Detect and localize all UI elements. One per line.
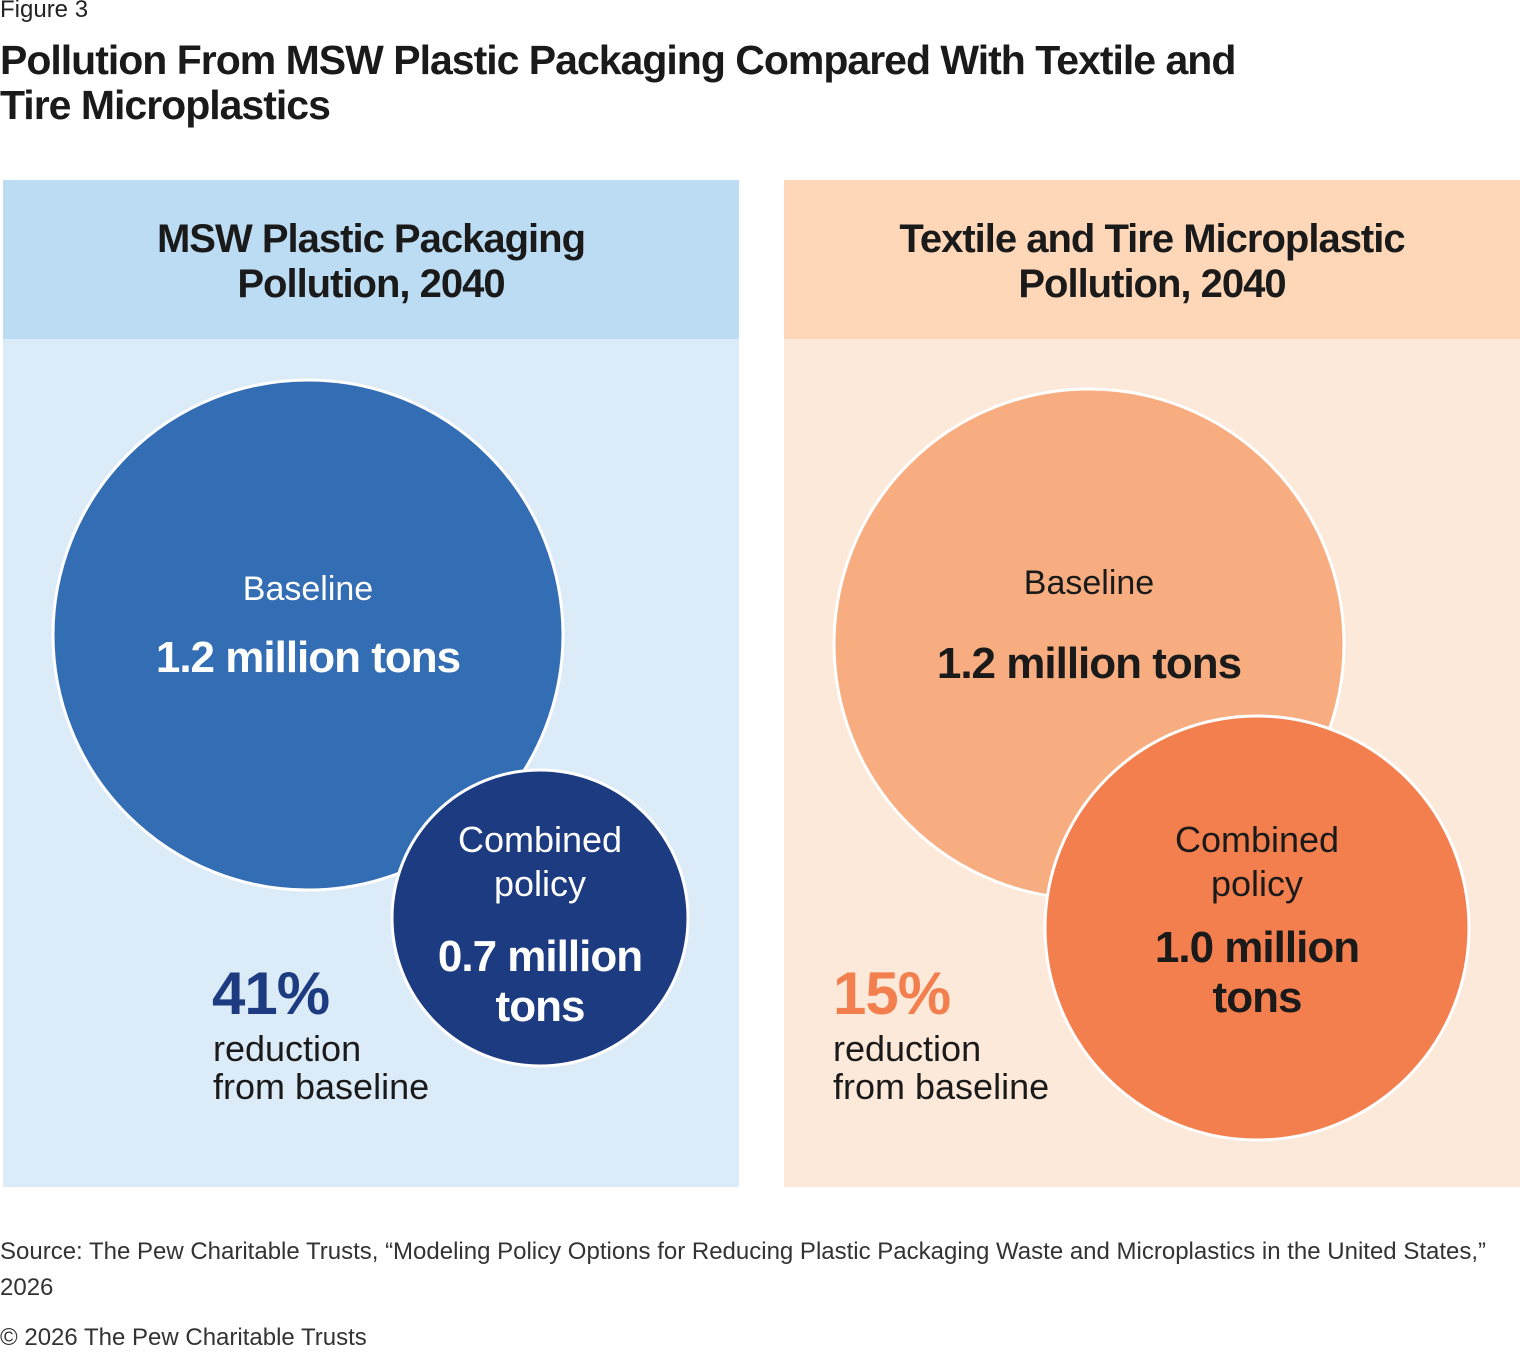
panel-textile-tire: Textile and Tire Microplastic Pollution,…	[784, 180, 1520, 1187]
textile-policy-value-line2: tons	[1213, 973, 1302, 1022]
msw-policy-value-line2: tons	[496, 982, 585, 1031]
figure-label: Figure 3	[0, 0, 89, 23]
panel-textile-title: Textile and Tire Microplastic Pollution,…	[899, 216, 1405, 306]
textile-bubble-chart: Baseline 1.2 million tons Combined polic…	[832, 387, 1471, 1142]
figure-title: Pollution From MSW Plastic Packaging Com…	[0, 37, 1236, 128]
textile-baseline-label: Baseline	[1024, 564, 1154, 602]
textile-policy-value-line1: 1.0 million	[1155, 923, 1359, 972]
textile-reduction-percent: 15%	[833, 960, 951, 1027]
textile-baseline-value: 1.2 million tons	[937, 639, 1241, 688]
msw-baseline-label: Baseline	[243, 570, 373, 608]
msw-bubble-chart: Baseline 1.2 million tons Combined polic…	[51, 378, 690, 1068]
msw-reduction-percent: 41%	[212, 960, 330, 1027]
msw-baseline-value: 1.2 million tons	[156, 633, 460, 682]
textile-policy-label-line2: policy	[1211, 863, 1303, 904]
panel-msw: MSW Plastic Packaging Pollution, 2040 Ba…	[3, 180, 739, 1187]
panel-msw-title: MSW Plastic Packaging Pollution, 2040	[156, 216, 586, 306]
textile-policy-bubble	[1043, 714, 1471, 1142]
msw-baseline-bubble	[51, 378, 565, 892]
source-note: Source: The Pew Charitable Trusts, “Mode…	[0, 1238, 1487, 1301]
msw-policy-bubble	[390, 768, 690, 1068]
msw-reduction-text: reduction from baseline	[213, 1028, 430, 1107]
panel-msw-header: MSW Plastic Packaging Pollution, 2040	[3, 180, 739, 339]
msw-policy-label-line1: Combined	[458, 819, 622, 860]
textile-reduction-text: reduction from baseline	[833, 1028, 1050, 1107]
msw-policy-value-line1: 0.7 million	[438, 932, 642, 981]
copyright: © 2026 The Pew Charitable Trusts	[0, 1324, 367, 1351]
panel-textile-header: Textile and Tire Microplastic Pollution,…	[784, 180, 1520, 339]
msw-policy-label-line2: policy	[494, 863, 586, 904]
textile-policy-label-line1: Combined	[1175, 819, 1339, 860]
